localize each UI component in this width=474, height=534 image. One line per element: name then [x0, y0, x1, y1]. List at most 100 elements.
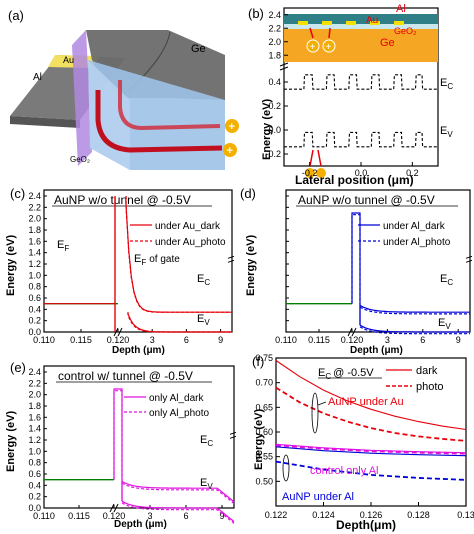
au-label: Au [63, 55, 74, 65]
panel-a: (a) + + Al Au Ge GeO₂ [8, 8, 239, 170]
panel-e-ticks: 0.00.2 0.40.60.8 1.01.21.4 1.61.82.0 2.22.4 0… [28, 367, 237, 521]
panel-f-ytick-label: 0.75 [255, 353, 273, 363]
panel-d-letter: (d) [240, 186, 256, 201]
panel-b-ytick-label: 0.2 [268, 101, 281, 111]
panel-e-curves [44, 388, 235, 524]
e-ytick-label: 1.4 [28, 424, 41, 434]
inset-au-np [322, 21, 332, 25]
d-ev-solid [359, 324, 470, 333]
e-ytick-label: 1.2 [28, 435, 41, 445]
inset-hole [322, 39, 336, 53]
e-axis-break [109, 503, 119, 513]
group-label-control: control only Al [310, 465, 378, 477]
plus-label-top: + [229, 121, 235, 133]
c-ytick-label: 1.4 [28, 248, 41, 258]
e-xtick-label: 3 [147, 511, 152, 521]
group-bracket-al [282, 454, 290, 482]
panel-b-ytick-label: 0.0 [268, 125, 281, 135]
inset-arrows [309, 27, 331, 39]
c-ytick-label: 2.2 [28, 202, 41, 212]
d-xtick-label: 0.115 [308, 335, 330, 345]
c-ytick-label: 0.6 [28, 293, 41, 303]
panel-b-xlabel: Lateral position (μm) [295, 173, 414, 187]
current-path-front [95, 90, 223, 153]
inset-al-layer [284, 14, 438, 24]
panel-f-ytick-label: 0.65 [255, 402, 273, 412]
c-xtick-label: 0.115 [70, 335, 92, 345]
panel-c-curves [44, 196, 232, 333]
d-xtick-label: 6 [420, 335, 425, 345]
e-ev-dash [121, 502, 235, 524]
panel-f-xtick-label: 0.124 [312, 510, 335, 520]
panel-f-series-aunp-under-au-photo [275, 386, 467, 442]
panel-f-ytick-label: 0.55 [255, 452, 273, 462]
group-label-au: AuNP under Au [328, 396, 404, 408]
inset-au-np [346, 21, 356, 25]
e-xtick-label: 0.110 [33, 511, 55, 521]
panel-e-xlabel: Depth (μm) [114, 519, 167, 530]
panel-b-xtick-label: -0.2 [302, 168, 318, 178]
d-barrier-dash [351, 214, 361, 307]
e-axis-break-right [229, 431, 237, 439]
d-ec-dash [359, 306, 470, 315]
inset-au-np [394, 21, 404, 25]
panel-f-series-aunp-under-al-photo [275, 460, 467, 481]
group-bracket-au [311, 392, 319, 434]
geo2-plate [72, 30, 92, 166]
panel-c-letter: (c) [10, 186, 25, 201]
plus-label-bottom: + [227, 145, 233, 157]
panel-b-ec-label: EC [440, 77, 453, 91]
panel-f-xtick-label: 0.126 [360, 510, 383, 520]
e-ytick-label: 1.8 [28, 401, 41, 411]
panel-b: (b) Al Au GeO₂ Ge + + -0.2 0.0 0.2 0.4 1.8 2.… [248, 3, 453, 187]
e-ytick-label: 0.8 [28, 458, 41, 468]
panel-b-axis-break [279, 62, 289, 71]
e-ev-solid [121, 500, 235, 523]
panel-e-legend-dark: only Al_dark [149, 393, 204, 404]
panel-b-series-e_c [284, 74, 438, 90]
c-ec-dash [125, 196, 232, 313]
panel-f-curves [275, 360, 467, 481]
panel-c-ec-label: EC [197, 273, 210, 287]
panel-b-ytick-label: 2.4 [268, 10, 281, 20]
group-leader-au [317, 401, 327, 406]
panel-d-title: AuNP w/o tunnel @ -0.5V [298, 193, 435, 207]
e-ec-dash [121, 482, 235, 504]
panel-b-ytick-label: -0.2 [265, 149, 281, 159]
panel-e-legend-photo: only Al_photo [149, 408, 209, 419]
panel-c-ev-label: EV [197, 313, 210, 327]
panel-c: (c) AuNP w/o tunnel @ -0.5V 0.00.2 0.40.6… [5, 186, 235, 356]
panel-f-ytick-label: 0.50 [255, 476, 273, 486]
panel-e-ylabel: Energy (eV) [5, 411, 17, 472]
panel-b-ytick-label: 2.2 [268, 23, 281, 33]
panel-d-ticks: 0.110 0.115 0.120 3 6 9 [275, 195, 473, 345]
panel-f-ticks: 0.50 0.55 0.60 0.65 0.70 0.75 0.122 0.124 0.126 0… [255, 353, 474, 520]
panel-f-xtick-label: 0.128 [407, 510, 430, 520]
panel-c-ticks: 0.00.2 0.40.60.8 1.01.21.4 1.61.82.0 2.22.4 0… [28, 191, 235, 345]
panel-f-annotation: EC @ -0.5V [318, 367, 374, 381]
vb-arrows [309, 149, 322, 167]
panel-d-legend-photo: under Al_photo [383, 237, 451, 248]
panel-e-letter: (e) [10, 360, 26, 375]
al-slab-edge [10, 116, 80, 128]
d-xtick-label: 0.120 [341, 335, 364, 345]
inset-au-np [298, 21, 308, 25]
panel-f-series-aunp-under-al-dark [275, 446, 467, 457]
panel-b-letter: (b) [248, 6, 264, 21]
inset-geo2-layer [284, 24, 438, 29]
panel-e-ev-label: EV [200, 477, 213, 491]
e-ytick-label: 0.0 [28, 503, 41, 513]
panel-c-ef-label: EF [57, 239, 69, 253]
panel-e: (e) control w/ tunnel @ -0.5V 0.00.20.40… [5, 360, 237, 530]
panel-c-legend-photo: under Au_photo [155, 237, 226, 248]
d-xtick-label: 9 [456, 335, 461, 345]
panel-b-xtick-label: 0.0 [355, 168, 368, 178]
ge-bulk-front [88, 60, 130, 170]
e-ec-solid [121, 480, 235, 503]
e-ytick-label: 2.0 [28, 390, 41, 400]
panel-e-ec-label: EC [200, 434, 213, 448]
d-axis-break-right [465, 255, 473, 263]
c-ytick-label: 0.0 [28, 327, 41, 337]
panel-a-letter: (a) [8, 8, 24, 23]
e-ytick-label: 0.6 [28, 469, 41, 479]
